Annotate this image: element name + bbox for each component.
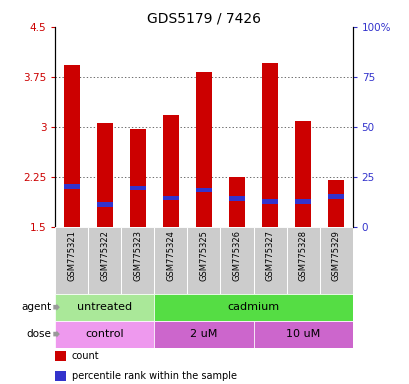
Bar bbox=[187, 227, 220, 294]
Bar bbox=[55, 227, 88, 294]
Bar bbox=[220, 227, 253, 294]
Text: percentile rank within the sample: percentile rank within the sample bbox=[72, 371, 236, 381]
Bar bbox=[162, 195, 179, 200]
Text: dose: dose bbox=[26, 329, 51, 339]
Bar bbox=[63, 65, 80, 227]
Bar bbox=[97, 202, 113, 207]
Bar bbox=[121, 227, 154, 294]
Bar bbox=[55, 294, 154, 321]
Bar bbox=[253, 227, 286, 294]
Bar bbox=[195, 72, 212, 227]
Bar bbox=[154, 321, 253, 348]
Title: GDS5179 / 7426: GDS5179 / 7426 bbox=[146, 12, 261, 26]
Bar bbox=[55, 371, 65, 381]
Bar bbox=[327, 194, 344, 199]
Text: GSM775323: GSM775323 bbox=[133, 230, 142, 281]
Bar bbox=[154, 294, 352, 321]
Bar bbox=[261, 199, 278, 204]
Bar bbox=[286, 227, 319, 294]
Bar bbox=[154, 227, 187, 294]
Text: 2 uM: 2 uM bbox=[190, 329, 217, 339]
Bar bbox=[319, 227, 352, 294]
Text: control: control bbox=[85, 329, 124, 339]
Text: cadmium: cadmium bbox=[227, 302, 279, 312]
Text: GSM775322: GSM775322 bbox=[100, 230, 109, 281]
Text: GSM775321: GSM775321 bbox=[67, 230, 76, 281]
Text: GSM775326: GSM775326 bbox=[232, 230, 241, 281]
Text: GSM775328: GSM775328 bbox=[298, 230, 307, 281]
Bar bbox=[228, 196, 245, 201]
Bar bbox=[55, 351, 65, 361]
Bar bbox=[129, 129, 146, 227]
Bar bbox=[195, 188, 212, 192]
Bar bbox=[253, 321, 352, 348]
Bar bbox=[97, 123, 113, 227]
Bar bbox=[294, 199, 310, 204]
Bar bbox=[261, 63, 278, 227]
Bar bbox=[162, 116, 179, 227]
Bar bbox=[129, 185, 146, 190]
Bar bbox=[88, 227, 121, 294]
Text: count: count bbox=[72, 351, 99, 361]
Bar bbox=[228, 177, 245, 227]
Bar bbox=[55, 321, 154, 348]
Text: 10 uM: 10 uM bbox=[285, 329, 319, 339]
Bar bbox=[63, 184, 80, 189]
Text: agent: agent bbox=[21, 302, 51, 312]
Text: untreated: untreated bbox=[77, 302, 132, 312]
Bar bbox=[294, 121, 310, 227]
Text: GSM775324: GSM775324 bbox=[166, 230, 175, 281]
Text: GSM775327: GSM775327 bbox=[265, 230, 274, 281]
Text: GSM775329: GSM775329 bbox=[331, 230, 340, 281]
Bar bbox=[327, 180, 344, 227]
Text: GSM775325: GSM775325 bbox=[199, 230, 208, 281]
